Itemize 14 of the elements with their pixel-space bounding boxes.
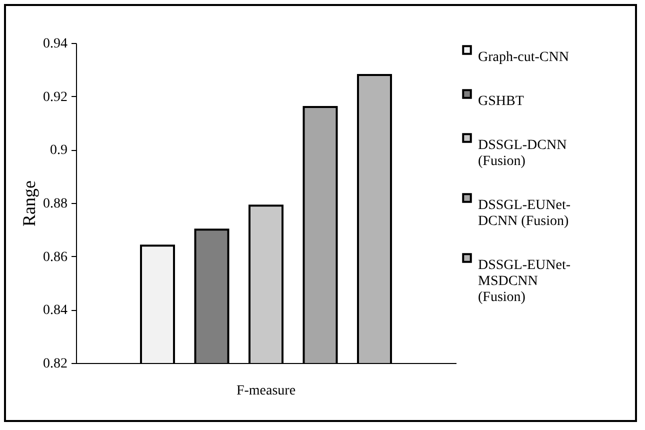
y-axis-title: Range (19, 180, 39, 226)
legend-label: DSSGL-EUNet-MSDCNN (Fusion) (478, 258, 571, 305)
y-tick-label: 0.9 (50, 143, 68, 158)
legend-label: GSHBT (478, 94, 524, 109)
y-tick-label: 0.86 (43, 250, 68, 265)
y-tick-label: 0.88 (43, 196, 68, 212)
legend-label: DSSGL-DCNN (Fusion) (478, 138, 567, 169)
legend-label: DSSGL-EUNet-DCNN (Fusion) (478, 198, 571, 229)
x-tick-label: F-measure (236, 384, 296, 398)
y-tick-label: 0.92 (43, 90, 68, 105)
y-tick-label: 0.82 (43, 356, 68, 372)
y-tick-label: 0.84 (43, 303, 68, 318)
legend-label: Graph-cut-CNN (478, 50, 569, 65)
y-tick-label: 0.94 (43, 36, 68, 52)
